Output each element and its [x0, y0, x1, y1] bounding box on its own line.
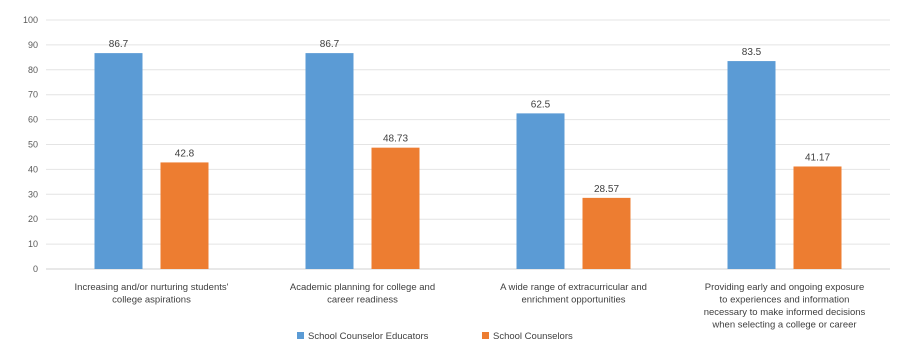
y-tick-label: 60 [28, 115, 38, 125]
y-tick-label: 100 [23, 15, 38, 25]
bar-counselors [793, 166, 842, 269]
y-tick-label: 10 [28, 239, 38, 249]
legend-swatch [297, 332, 304, 339]
x-category-label-line: Increasing and/or nurturing students' [75, 282, 229, 293]
legend-label: School Counselors [493, 331, 573, 342]
x-category-label-line: to experiences and information [720, 295, 850, 306]
data-label: 48.73 [383, 134, 408, 145]
x-category-label: Increasing and/or nurturing students' col… [75, 282, 229, 306]
x-category-label-line: enrichment opportunities [521, 295, 625, 306]
legend-swatch [482, 332, 489, 339]
data-label: 28.57 [594, 184, 619, 195]
bar-counselors [371, 147, 420, 269]
x-category-label: Academic planning for college and career … [290, 282, 435, 306]
x-category-label-line: Academic planning for college and [290, 282, 435, 293]
bar-educators [516, 113, 565, 269]
bar-educators [305, 53, 354, 269]
y-tick-label: 0 [33, 264, 38, 274]
data-label: 41.17 [805, 152, 830, 163]
bar-counselors [160, 162, 209, 269]
data-label: 83.5 [742, 47, 762, 58]
bar-educators [727, 61, 776, 270]
data-label: 86.7 [320, 39, 340, 50]
data-label: 86.7 [109, 39, 129, 50]
x-category-label-line: A wide range of extracurricular and [500, 282, 647, 293]
y-tick-label: 80 [28, 65, 38, 75]
y-tick-label: 90 [28, 40, 38, 50]
data-label: 62.5 [531, 99, 551, 110]
x-category-label-line: career readiness [327, 295, 398, 306]
y-tick-label: 20 [28, 214, 38, 224]
legend-label: School Counselor Educators [308, 331, 429, 342]
x-category-label-line: Providing early and ongoing exposure [705, 282, 865, 293]
y-tick-label: 30 [28, 189, 38, 199]
x-category-label-line: necessary to make informed decisions [704, 307, 866, 318]
y-tick-label: 50 [28, 140, 38, 150]
bar-counselors [582, 197, 631, 269]
x-category-label-line: college aspirations [112, 295, 191, 306]
bar-educators [94, 53, 143, 269]
y-tick-label: 70 [28, 90, 38, 100]
x-category-label: Providing early and ongoing exposure to e… [704, 282, 866, 331]
y-tick-label: 40 [28, 164, 38, 174]
x-category-label-line: when selecting a college or career [711, 320, 856, 331]
data-label: 42.8 [175, 148, 195, 159]
x-category-label: A wide range of extracurricular and enric… [500, 282, 647, 306]
